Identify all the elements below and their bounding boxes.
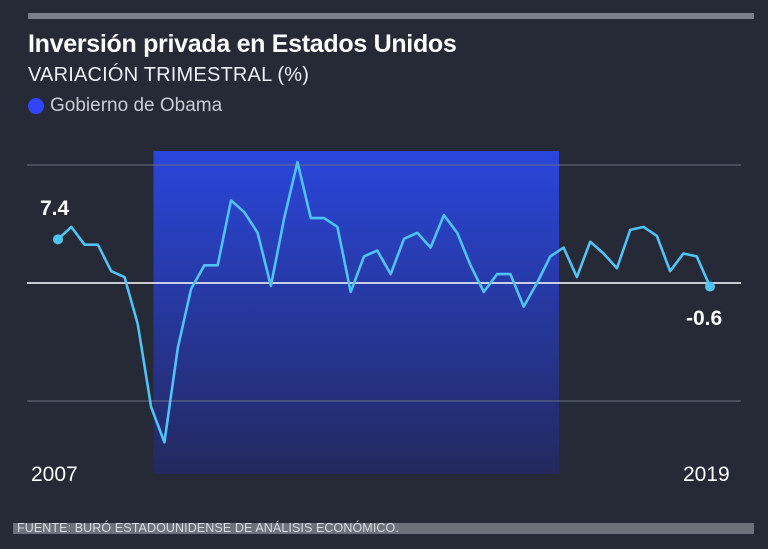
data-point bbox=[123, 275, 127, 279]
data-point bbox=[655, 234, 659, 238]
data-point bbox=[109, 269, 113, 273]
data-point bbox=[322, 216, 326, 220]
bottom-rule bbox=[13, 523, 754, 534]
data-point bbox=[375, 249, 379, 253]
x-tick-label-2007: 2007 bbox=[31, 463, 78, 486]
obama-period-band bbox=[153, 151, 560, 474]
data-point bbox=[695, 254, 699, 258]
data-point bbox=[69, 225, 73, 229]
data-point bbox=[96, 243, 100, 247]
data-point bbox=[575, 275, 579, 279]
data-point bbox=[349, 290, 353, 294]
data-point bbox=[242, 210, 246, 214]
data-point bbox=[548, 254, 552, 258]
data-point bbox=[535, 281, 539, 285]
data-point bbox=[335, 225, 339, 229]
data-point bbox=[162, 440, 166, 444]
data-point bbox=[482, 290, 486, 294]
data-point bbox=[602, 252, 606, 256]
start-point bbox=[53, 234, 63, 245]
legend-marker-obama bbox=[28, 98, 44, 114]
data-point bbox=[668, 269, 672, 273]
data-point bbox=[256, 231, 260, 235]
data-point bbox=[522, 305, 526, 309]
data-point bbox=[628, 228, 632, 232]
data-point bbox=[429, 246, 433, 250]
data-point bbox=[681, 252, 685, 256]
data-point bbox=[442, 213, 446, 217]
end-value-label: -0.6 bbox=[686, 307, 722, 330]
data-point bbox=[309, 216, 313, 220]
data-point bbox=[149, 405, 153, 409]
data-point bbox=[136, 322, 140, 326]
data-point bbox=[615, 266, 619, 270]
data-point bbox=[176, 346, 180, 350]
data-point bbox=[189, 287, 193, 291]
data-point bbox=[202, 263, 206, 267]
data-point bbox=[229, 198, 233, 202]
data-point bbox=[562, 246, 566, 250]
start-value-label: 7.4 bbox=[40, 197, 70, 220]
chart-subtitle: VARIACIÓN TRIMESTRAL (%) bbox=[28, 64, 310, 86]
legend-label-obama: Gobierno de Obama bbox=[50, 95, 223, 116]
data-point bbox=[216, 263, 220, 267]
series-line bbox=[56, 160, 712, 444]
end-point bbox=[705, 281, 715, 292]
top-rule bbox=[28, 13, 754, 19]
chart-title: Inversión privada en Estados Unidos bbox=[28, 30, 457, 58]
data-point bbox=[402, 237, 406, 241]
data-point bbox=[508, 272, 512, 276]
data-point bbox=[468, 263, 472, 267]
legend: Gobierno de Obama bbox=[28, 95, 222, 117]
data-point bbox=[415, 231, 419, 235]
data-point bbox=[83, 243, 87, 247]
data-point bbox=[362, 254, 366, 258]
data-point bbox=[588, 240, 592, 244]
source-note: FUENTE: BURÓ ESTADOUNIDENSE DE ANÁLISIS … bbox=[17, 521, 399, 535]
data-point bbox=[641, 225, 645, 229]
x-tick-label-2019: 2019 bbox=[683, 463, 730, 486]
data-point bbox=[282, 216, 286, 220]
data-point bbox=[495, 272, 499, 276]
data-point bbox=[389, 272, 393, 276]
data-point bbox=[455, 231, 459, 235]
data-point bbox=[296, 160, 300, 164]
data-point bbox=[269, 284, 273, 288]
